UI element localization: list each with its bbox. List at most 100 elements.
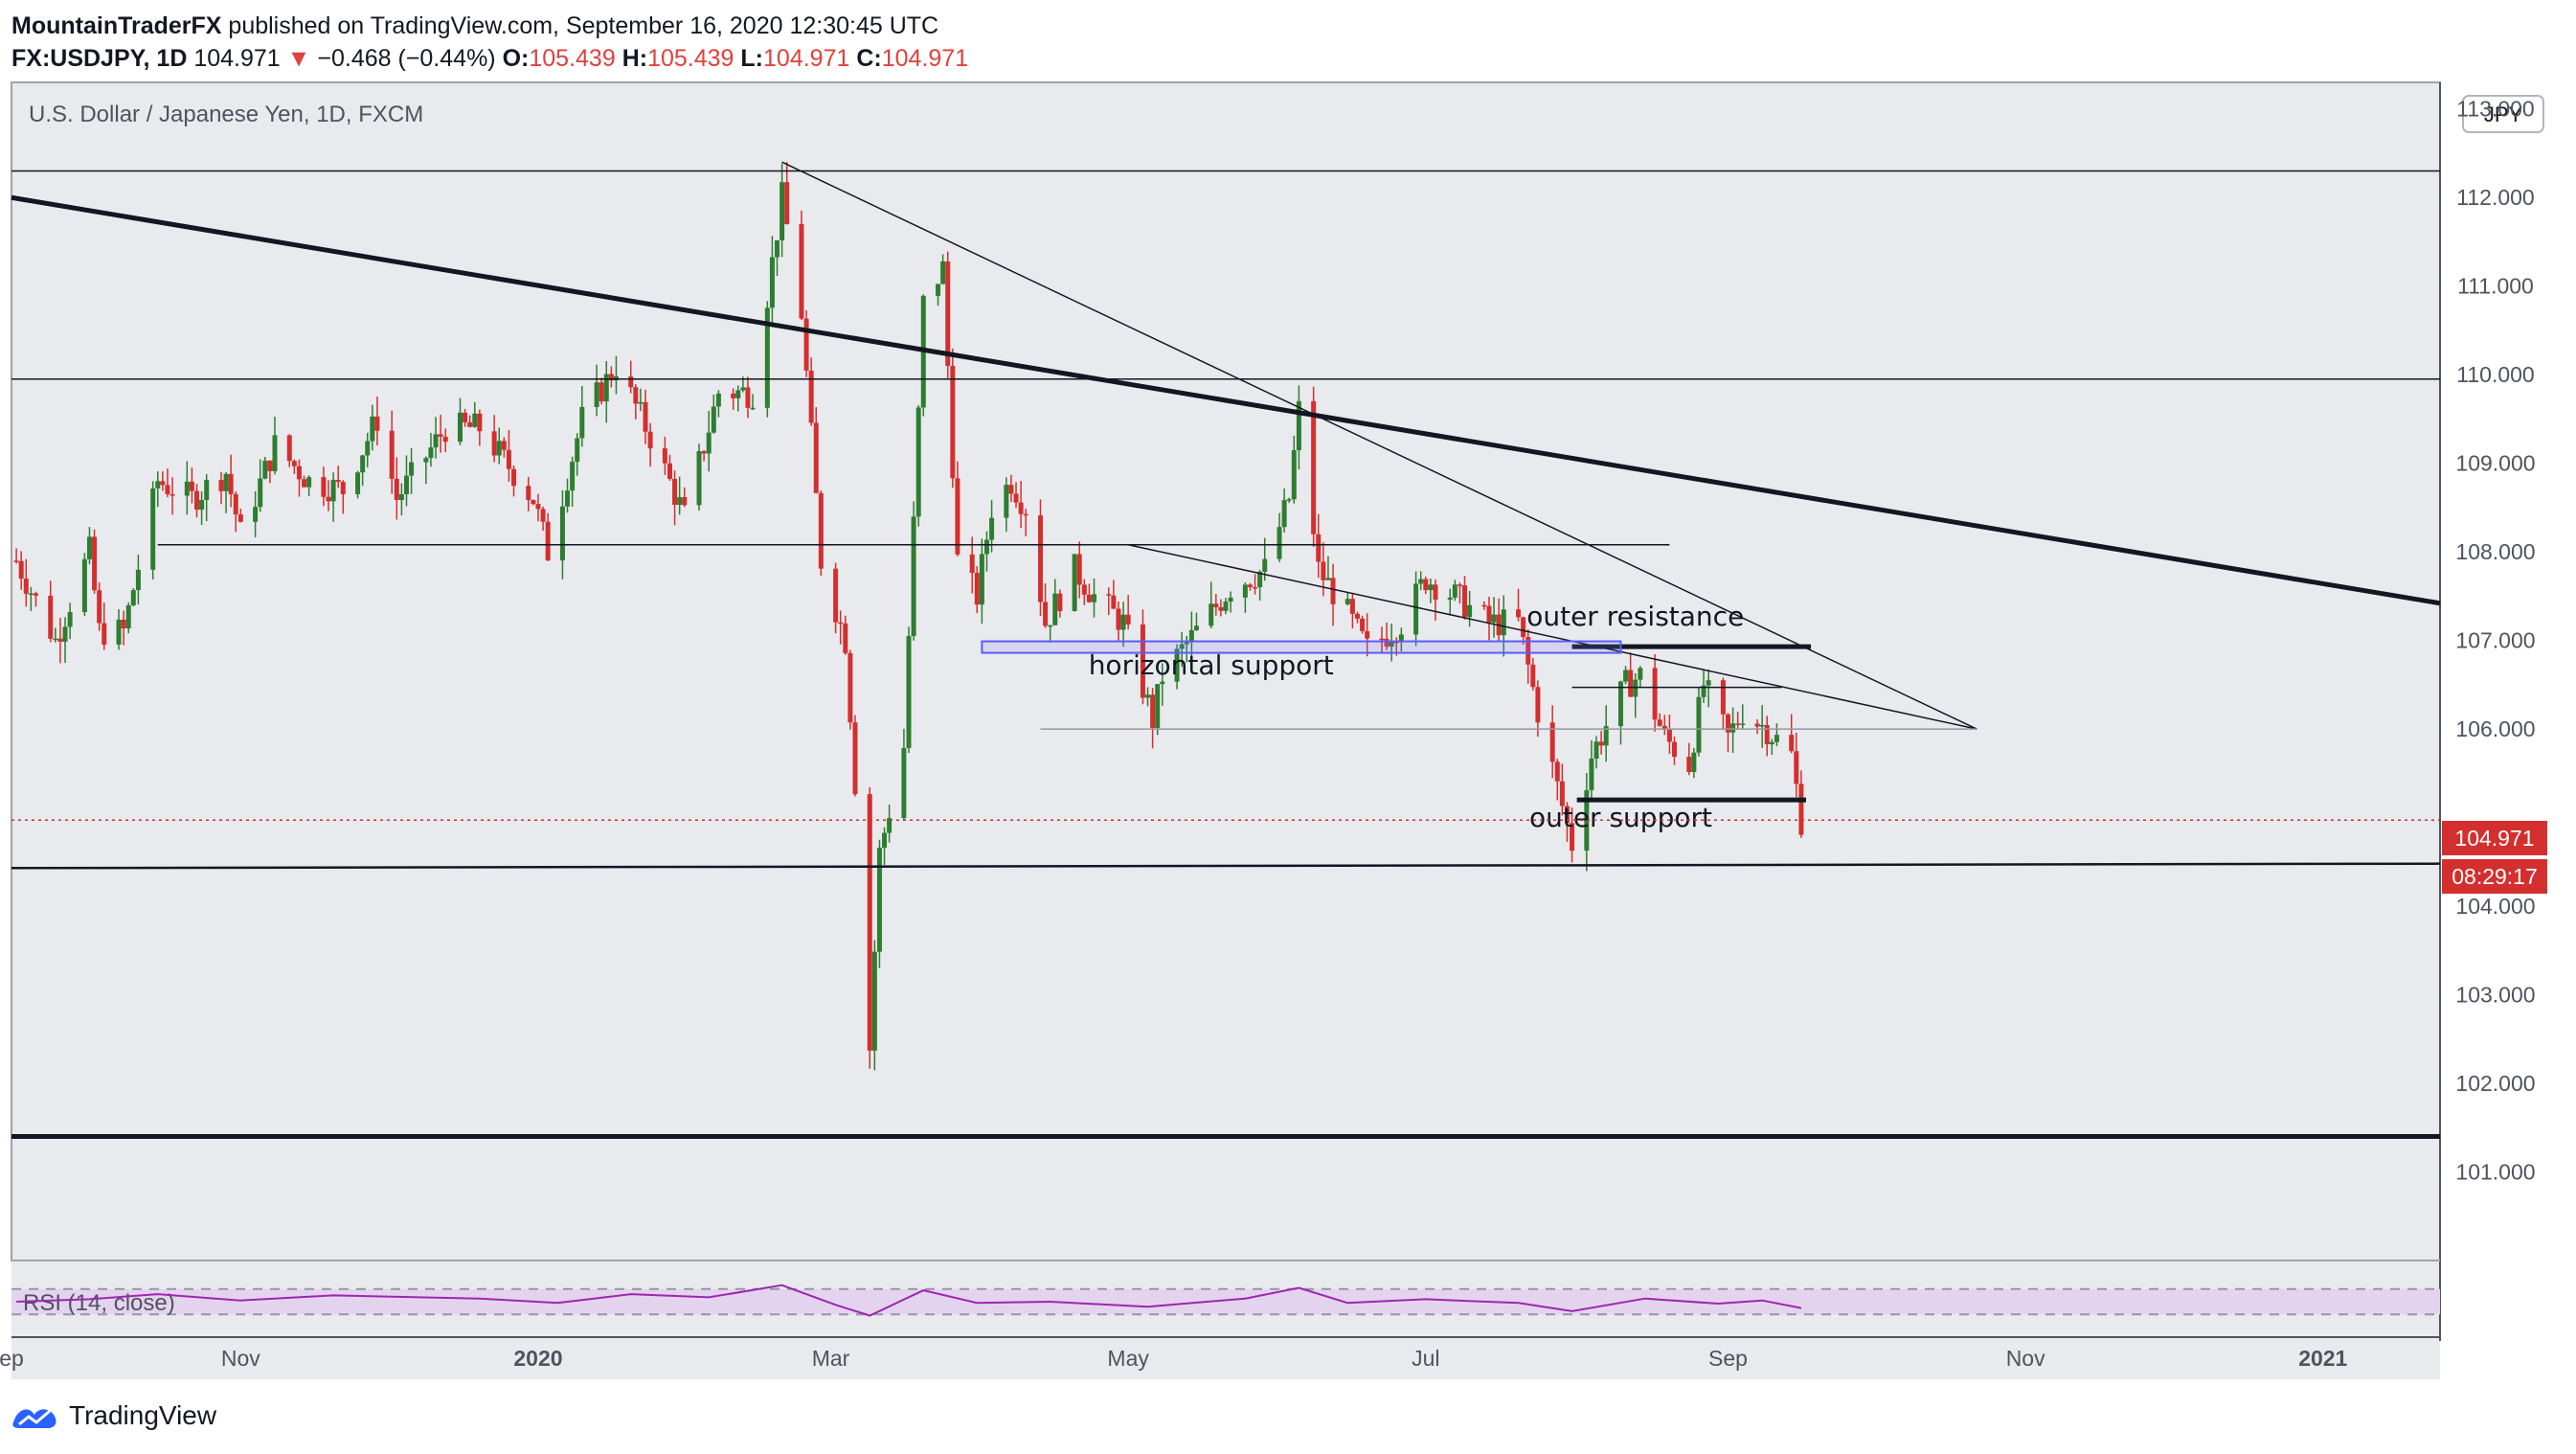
support-zone[interactable]	[981, 640, 1622, 654]
candle-body[interactable]	[28, 593, 34, 595]
candle-body[interactable]	[1360, 618, 1366, 631]
candle-body[interactable]	[262, 460, 268, 479]
candle-body[interactable]	[1730, 723, 1736, 733]
candle-body[interactable]	[1013, 493, 1019, 503]
candle-body[interactable]	[457, 412, 463, 443]
candle-body[interactable]	[803, 318, 809, 371]
candle-body[interactable]	[1584, 789, 1590, 852]
candle-body[interactable]	[204, 480, 210, 500]
candle-body[interactable]	[974, 573, 980, 605]
candle-body[interactable]	[1140, 624, 1145, 698]
candle-body[interactable]	[1457, 584, 1462, 586]
candle-body[interactable]	[1671, 741, 1677, 758]
currency-button[interactable]: JPY	[2462, 95, 2544, 133]
candle-body[interactable]	[1218, 606, 1224, 611]
candle-body[interactable]	[876, 848, 882, 952]
candle-body[interactable]	[1754, 723, 1760, 727]
candle-body[interactable]	[1043, 602, 1049, 626]
candle-body[interactable]	[442, 436, 448, 443]
candle-body[interactable]	[463, 412, 468, 422]
candle-body[interactable]	[1316, 534, 1322, 562]
candle-body[interactable]	[291, 461, 297, 466]
candle-body[interactable]	[1076, 554, 1082, 585]
candle-body[interactable]	[340, 482, 346, 494]
candle-body[interactable]	[950, 366, 956, 479]
candle-body[interactable]	[526, 486, 531, 501]
candle-body[interactable]	[559, 506, 565, 561]
candle-body[interactable]	[1321, 561, 1326, 580]
candle-body[interactable]	[847, 652, 853, 723]
candle-body[interactable]	[1106, 594, 1112, 596]
candle-body[interactable]	[1794, 751, 1799, 784]
candle-body[interactable]	[1120, 614, 1126, 630]
candle-body[interactable]	[199, 499, 205, 511]
candle-body[interactable]	[813, 422, 819, 493]
trend-line[interactable]	[781, 161, 1977, 730]
candle-body[interactable]	[871, 951, 877, 1051]
candle-body[interactable]	[662, 448, 667, 464]
candle-body[interactable]	[1325, 578, 1331, 580]
candle-body[interactable]	[1389, 641, 1394, 647]
candle-body[interactable]	[125, 604, 131, 629]
candle-body[interactable]	[1037, 515, 1043, 602]
candle-body[interactable]	[936, 284, 941, 296]
candle-body[interactable]	[1549, 722, 1555, 762]
candle-body[interactable]	[1428, 584, 1434, 591]
candle-body[interactable]	[1706, 680, 1711, 686]
candle-body[interactable]	[1638, 668, 1643, 680]
candle-body[interactable]	[326, 496, 331, 502]
rsi-pane[interactable]: RSI (14, close)	[11, 1287, 2440, 1316]
candle-body[interactable]	[355, 472, 361, 494]
candle-body[interactable]	[1686, 757, 1692, 772]
candle-body[interactable]	[608, 374, 614, 381]
candle-body[interactable]	[53, 638, 58, 641]
candle-body[interactable]	[33, 593, 38, 596]
candle-body[interactable]	[1086, 594, 1092, 602]
candle-body[interactable]	[711, 406, 716, 433]
candle-body[interactable]	[531, 500, 536, 505]
candle-body[interactable]	[23, 579, 29, 594]
candle-body[interactable]	[296, 466, 302, 480]
candle-body[interactable]	[1486, 605, 1492, 623]
candle-body[interactable]	[511, 468, 517, 487]
candle-body[interactable]	[1277, 527, 1282, 559]
candle-body[interactable]	[1262, 558, 1268, 572]
candle-body[interactable]	[599, 382, 604, 402]
annotation-label[interactable]: outer resistance	[1526, 601, 1744, 632]
candle-body[interactable]	[647, 431, 653, 449]
candle-body[interactable]	[365, 441, 371, 456]
candle-body[interactable]	[1657, 719, 1662, 726]
candle-body[interactable]	[1433, 584, 1438, 601]
candle-body[interactable]	[1452, 584, 1457, 598]
candle-body[interactable]	[286, 435, 292, 462]
candle-body[interactable]	[1701, 685, 1706, 697]
chart-area[interactable]: U.S. Dollar / Japanese Yen, 1D, FXCM JPY…	[0, 0, 2576, 1379]
candle-body[interactable]	[989, 517, 995, 540]
candle-body[interactable]	[575, 438, 580, 463]
candle-body[interactable]	[438, 434, 443, 437]
candle-body[interactable]	[1589, 758, 1594, 790]
candle-body[interactable]	[1554, 761, 1560, 782]
candle-body[interactable]	[1564, 806, 1570, 824]
candle-body[interactable]	[769, 257, 775, 308]
candle-body[interactable]	[701, 451, 707, 454]
candle-body[interactable]	[706, 432, 712, 454]
candle-body[interactable]	[1145, 694, 1151, 698]
candle-body[interactable]	[955, 478, 960, 555]
candle-body[interactable]	[1008, 485, 1014, 494]
candle-body[interactable]	[808, 370, 814, 423]
candle-body[interactable]	[570, 462, 576, 491]
trend-line[interactable]	[11, 862, 2441, 870]
candle-body[interactable]	[253, 507, 259, 522]
candle-body[interactable]	[740, 387, 746, 391]
drawings[interactable]: horizontal support outer resistance outer …	[11, 161, 2441, 1140]
candle-body[interactable]	[1413, 583, 1419, 635]
candle-body[interactable]	[818, 492, 824, 569]
candle-body[interactable]	[1072, 554, 1077, 611]
candle-body[interactable]	[638, 401, 644, 404]
candle-body[interactable]	[1052, 593, 1058, 625]
candle-body[interactable]	[472, 413, 478, 427]
candle-body[interactable]	[1462, 585, 1468, 618]
candle-body[interactable]	[1125, 614, 1131, 625]
candle-body[interactable]	[1501, 609, 1506, 636]
